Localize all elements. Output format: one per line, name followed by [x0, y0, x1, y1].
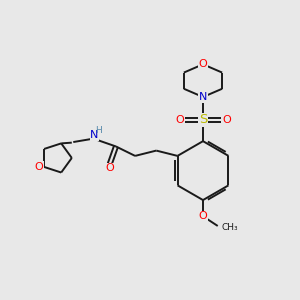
- Text: N: N: [90, 130, 98, 140]
- Text: S: S: [199, 113, 207, 127]
- Text: H: H: [95, 126, 102, 135]
- Text: CH₃: CH₃: [221, 223, 238, 232]
- Text: O: O: [199, 59, 207, 69]
- Text: O: O: [222, 115, 231, 125]
- Text: O: O: [199, 211, 207, 221]
- Text: O: O: [34, 162, 43, 172]
- Text: N: N: [199, 92, 207, 102]
- Text: O: O: [105, 163, 114, 173]
- Text: O: O: [175, 115, 184, 125]
